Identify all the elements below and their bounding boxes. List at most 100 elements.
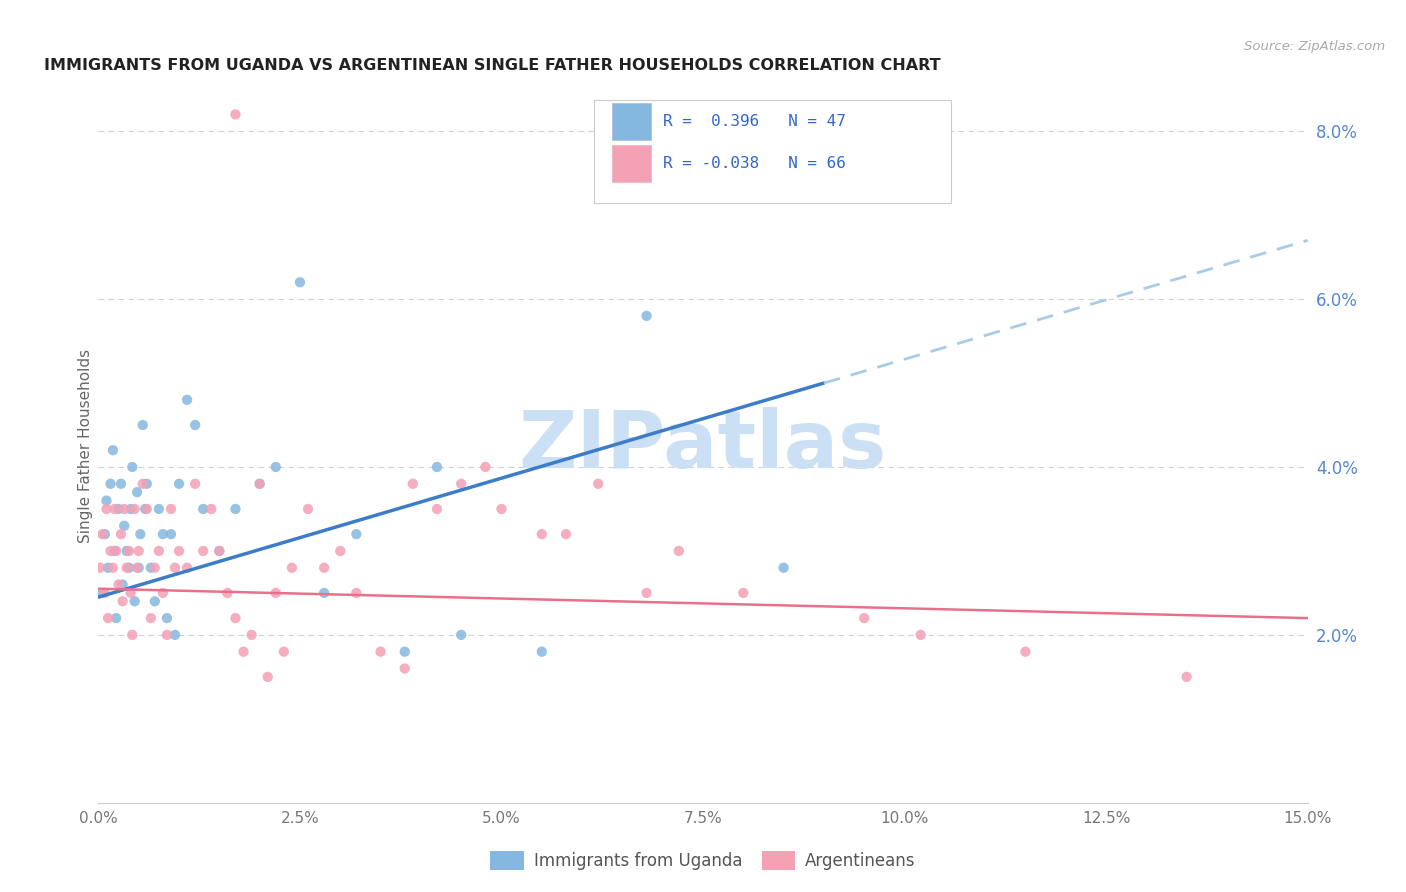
Point: [370, 645, 392, 659]
Point: [297, 502, 319, 516]
Point: [110, 476, 132, 491]
Point: [139, 611, 162, 625]
Point: [167, 476, 190, 491]
Point: [89, 560, 111, 574]
Point: [107, 577, 129, 591]
Point: [112, 518, 135, 533]
Point: [530, 645, 553, 659]
Point: [101, 560, 124, 574]
Point: [184, 476, 207, 491]
Point: [167, 544, 190, 558]
Point: [264, 460, 287, 475]
Point: [128, 544, 150, 558]
Legend: Immigrants from Uganda, Argentineans: Immigrants from Uganda, Argentineans: [484, 844, 922, 877]
Point: [344, 527, 367, 541]
Point: [163, 560, 186, 574]
Point: [402, 476, 425, 491]
Point: [1175, 670, 1198, 684]
Point: [121, 460, 143, 475]
Point: [273, 645, 295, 659]
Point: [281, 560, 304, 574]
Point: [193, 544, 215, 558]
Point: [148, 502, 170, 516]
Point: [344, 586, 367, 600]
Point: [240, 628, 263, 642]
Point: [127, 560, 149, 574]
Point: [733, 586, 755, 600]
Point: [120, 586, 142, 600]
Point: [264, 586, 287, 600]
Point: [636, 309, 658, 323]
Point: [156, 611, 179, 625]
Point: [111, 594, 134, 608]
Point: [474, 460, 496, 475]
Point: [97, 611, 120, 625]
Text: Source: ZipAtlas.com: Source: ZipAtlas.com: [1244, 40, 1385, 54]
Point: [115, 544, 138, 558]
Point: [208, 544, 231, 558]
Point: [132, 417, 155, 432]
Point: [208, 544, 231, 558]
Point: [132, 476, 155, 491]
Point: [176, 392, 198, 407]
Text: IMMIGRANTS FROM UGANDA VS ARGENTINEAN SINGLE FATHER HOUSEHOLDS CORRELATION CHART: IMMIGRANTS FROM UGANDA VS ARGENTINEAN SI…: [44, 58, 941, 73]
FancyBboxPatch shape: [613, 145, 651, 183]
Point: [394, 645, 416, 659]
Point: [127, 485, 149, 500]
Point: [143, 594, 166, 608]
Point: [224, 611, 246, 625]
Point: [100, 476, 122, 491]
Point: [135, 502, 157, 516]
Text: ZIPatlas: ZIPatlas: [519, 407, 887, 485]
Point: [217, 586, 239, 600]
Point: [152, 586, 174, 600]
Point: [103, 544, 125, 558]
Point: [112, 502, 135, 516]
Point: [394, 661, 416, 675]
Point: [111, 577, 134, 591]
Point: [115, 560, 138, 574]
Point: [156, 628, 179, 642]
Point: [772, 560, 794, 574]
Point: [491, 502, 513, 516]
Point: [256, 670, 278, 684]
Point: [329, 544, 352, 558]
Point: [124, 594, 146, 608]
Point: [530, 527, 553, 541]
Point: [450, 628, 472, 642]
Point: [124, 502, 146, 516]
Point: [193, 502, 215, 516]
Point: [249, 476, 271, 491]
Point: [586, 476, 609, 491]
Point: [134, 502, 156, 516]
Point: [148, 544, 170, 558]
Point: [1014, 645, 1036, 659]
Point: [105, 611, 128, 625]
Point: [97, 560, 120, 574]
FancyBboxPatch shape: [613, 103, 651, 140]
Point: [636, 586, 658, 600]
Point: [103, 502, 125, 516]
Point: [249, 476, 271, 491]
Point: [101, 443, 124, 458]
Point: [853, 611, 876, 625]
Point: [314, 586, 336, 600]
Point: [160, 527, 183, 541]
Point: [176, 560, 198, 574]
Point: [224, 107, 246, 121]
Text: R = -0.038   N = 66: R = -0.038 N = 66: [664, 156, 846, 171]
Point: [288, 275, 311, 289]
Point: [184, 417, 207, 432]
Point: [91, 527, 114, 541]
Point: [96, 502, 118, 516]
Point: [121, 628, 143, 642]
Point: [128, 560, 150, 574]
Point: [118, 560, 141, 574]
Y-axis label: Single Father Households: Single Father Households: [77, 349, 93, 543]
Point: [426, 460, 449, 475]
Point: [143, 560, 166, 574]
Point: [118, 544, 141, 558]
Point: [450, 476, 472, 491]
Point: [426, 502, 449, 516]
Point: [94, 586, 117, 600]
